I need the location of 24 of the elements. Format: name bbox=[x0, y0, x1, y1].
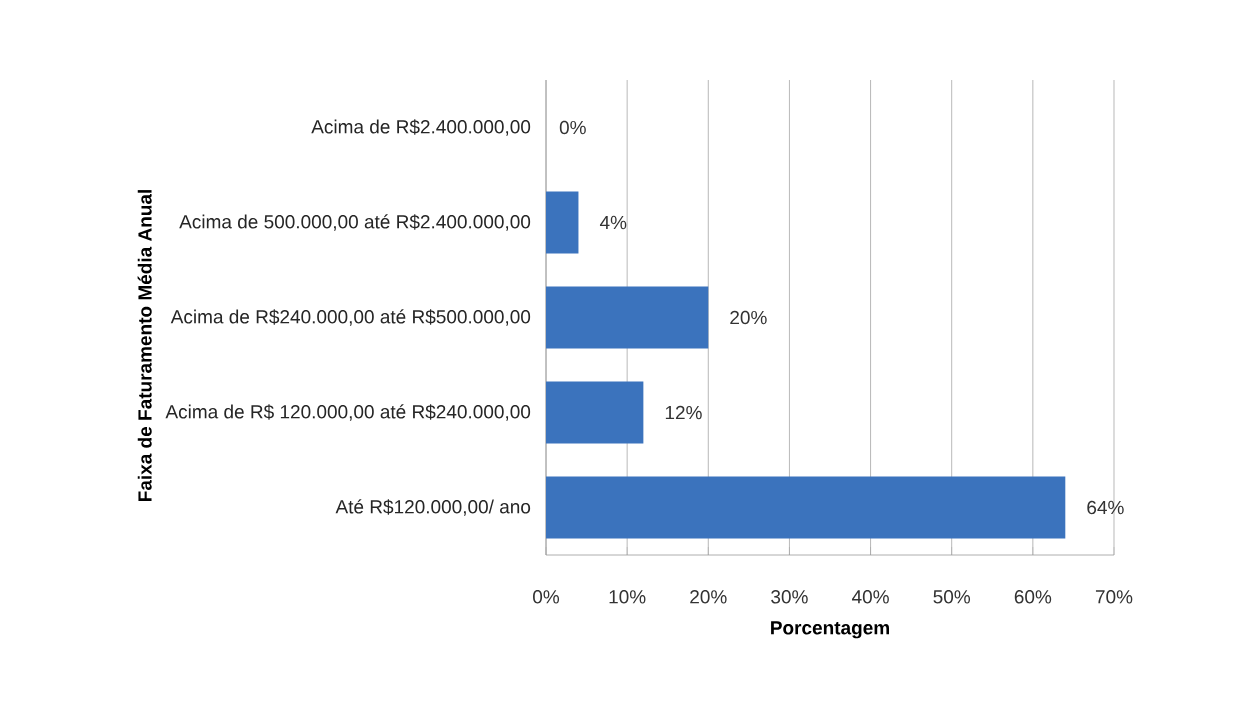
data-label: 0% bbox=[559, 120, 586, 135]
y-tick-label: Acima de R$240.000,00 até R$500.000,00 bbox=[170, 309, 531, 326]
x-tick-label: 0% bbox=[533, 590, 560, 604]
x-tick-label: 60% bbox=[1014, 590, 1052, 604]
x-tick-label: 20% bbox=[690, 590, 727, 604]
x-tick-label: 10% bbox=[609, 590, 646, 604]
y-tick-label: Acima de R$2.400.000,00 bbox=[311, 119, 531, 136]
y-tick-label: Acima de R$ 120.000,00 até R$240.000,00 bbox=[165, 404, 531, 421]
bar bbox=[546, 476, 1066, 539]
bar bbox=[546, 191, 579, 254]
x-tick-label: 70% bbox=[1095, 590, 1133, 604]
y-tick-label: Até R$120.000,00/ ano bbox=[335, 499, 531, 516]
y-axis-title: Faixa de Faturamento Média Anual bbox=[137, 190, 152, 502]
y-tick-label: Acima de 500.000,00 até R$2.400.000,00 bbox=[179, 214, 531, 231]
data-label: 64% bbox=[1087, 500, 1124, 515]
bar bbox=[546, 286, 709, 349]
x-tick-label: 30% bbox=[771, 590, 808, 604]
data-label: 20% bbox=[730, 310, 767, 325]
x-tick-label: 40% bbox=[851, 590, 889, 604]
x-tick-label: 50% bbox=[933, 590, 971, 604]
bar bbox=[546, 381, 644, 444]
x-axis-title: Porcentagem bbox=[771, 621, 889, 639]
data-label: 12% bbox=[665, 405, 702, 420]
data-label: 4% bbox=[599, 215, 627, 230]
